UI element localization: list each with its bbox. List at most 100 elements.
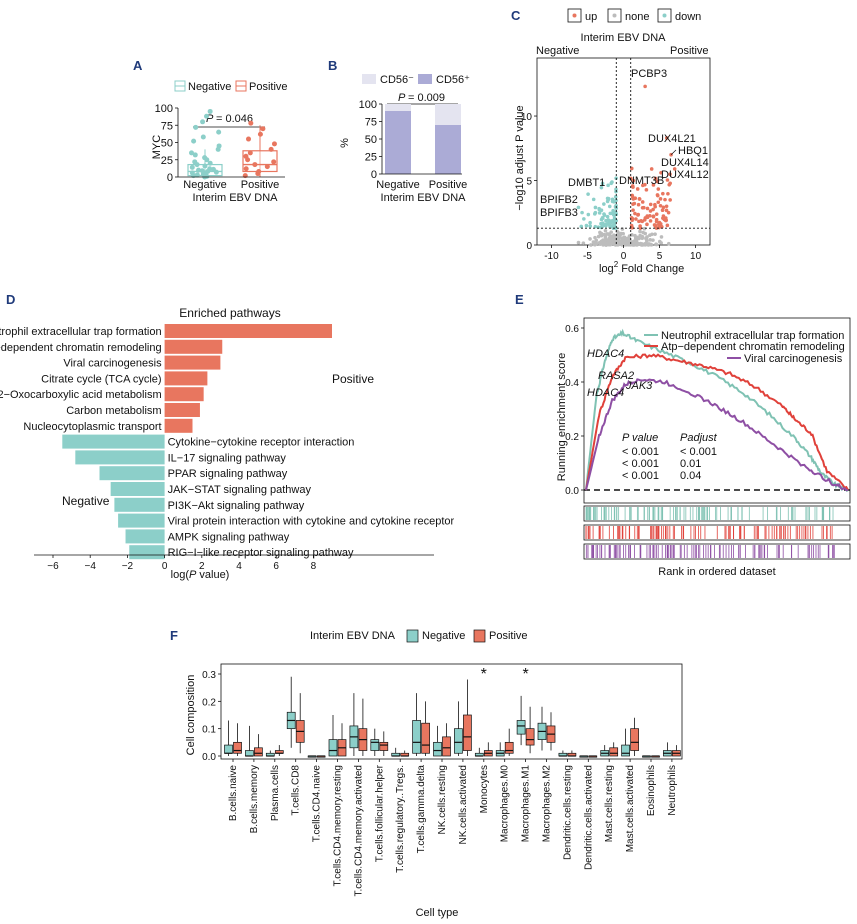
c-point-down	[604, 222, 608, 227]
c-point-down	[580, 210, 584, 215]
legend-c-up-dot	[572, 13, 577, 18]
d-bar-11	[114, 497, 165, 512]
a-point	[248, 120, 254, 126]
c-xtick-label: -5	[583, 251, 592, 262]
c-point-up	[653, 223, 658, 228]
c-point-up	[640, 219, 645, 224]
a-ytick-label: 75	[161, 120, 173, 132]
f-ytick-label: 0.3	[202, 670, 216, 681]
c-point-up	[655, 193, 660, 198]
d-bar-13	[125, 529, 165, 544]
legend-c-none: none	[625, 11, 649, 23]
a-point	[207, 108, 213, 114]
c-point-none	[603, 228, 608, 233]
d-bar-4	[164, 387, 204, 402]
f-xtick-label: T.cells.CD8	[291, 765, 302, 816]
c-point-none	[626, 238, 630, 242]
c-point-none	[581, 241, 586, 245]
b-xtick-neg: Negative	[376, 179, 419, 191]
f-box-positive	[504, 741, 514, 754]
f-xtick-label: Mast.cells.activated	[625, 765, 636, 852]
c-point-none	[604, 241, 608, 246]
panel-c: up none down Interim EBV DNA Negative Po…	[514, 8, 711, 275]
c-point-down	[606, 183, 610, 188]
c-xlabel: log2 Fold Change	[599, 260, 684, 275]
c-point-down	[584, 223, 589, 228]
c-point-none	[642, 226, 647, 231]
f-xlabel: Cell type	[416, 907, 459, 919]
a-point	[202, 163, 208, 169]
c-ytick-label: 10	[521, 112, 533, 123]
panel-label-a: A	[133, 58, 143, 73]
d-xtick-label: −6	[47, 561, 59, 572]
e-gene-rasa2: RASA2	[598, 370, 634, 382]
b-ytick-label: 0	[371, 169, 377, 181]
c-point-none	[640, 236, 645, 241]
c-point-down	[610, 180, 614, 184]
panel-label-f: F	[170, 628, 178, 643]
e-stats-r2-p: < 0.001	[622, 458, 659, 470]
c-point-down	[602, 202, 606, 206]
c-point-up	[630, 193, 635, 198]
c-point-up	[642, 205, 646, 210]
annot-dux4l12: DUX4L12	[661, 169, 709, 181]
c-point-up	[649, 167, 654, 171]
f-legend-title: Interim EBV DNA	[310, 630, 396, 642]
c-point-none	[607, 237, 611, 241]
c-point-up	[656, 187, 661, 191]
a-point	[189, 164, 195, 170]
c-point-up	[638, 224, 642, 228]
a-point	[243, 166, 249, 172]
annot-hbq1: HBQ1	[678, 145, 708, 157]
c-point-none	[617, 236, 622, 240]
f-ylabel: Cell composition	[185, 675, 197, 756]
legend-a-neg: Negative	[188, 81, 231, 93]
f-ytick-label: 0.2	[202, 697, 216, 708]
d-xlabel-pre: log(	[171, 569, 190, 581]
e-line-3	[585, 378, 849, 492]
c-ytick-label: 0	[526, 241, 532, 252]
e-legend-2: Atp−dependent chromatin remodeling	[661, 341, 845, 353]
c-point-up	[631, 185, 635, 189]
c-point-none	[591, 240, 596, 244]
d-xlabel-p: P	[189, 569, 197, 581]
e-gene-hdac4-2: HDAC4	[587, 387, 624, 399]
a-point	[196, 167, 202, 173]
d-group-positive: Positive	[332, 372, 374, 386]
c-point-down	[600, 181, 605, 186]
c-point-up	[636, 202, 641, 207]
d-bar-0	[164, 324, 332, 338]
c-ylabel: −log10 adjust P value	[514, 105, 526, 210]
c-point-none	[588, 237, 592, 241]
a-ytick-label: 100	[155, 103, 173, 115]
b-bar-cd56neg	[385, 104, 411, 111]
b-ytick-label: 75	[365, 117, 377, 129]
e-ytick-label: 0.0	[565, 486, 579, 497]
c-point-down	[591, 197, 596, 202]
e-xlabel: Rank in ordered dataset	[658, 566, 775, 578]
c-point-none	[633, 233, 637, 238]
c-point-up	[659, 225, 664, 229]
f-xtick-label: B.cells.naive	[228, 765, 239, 822]
b-xlabel: Interim EBV DNA	[381, 192, 467, 204]
c-xlabel-sup: 2	[614, 260, 619, 269]
c-point-none	[613, 237, 618, 242]
b-ylabel: %	[339, 138, 351, 148]
f-box-positive	[630, 728, 639, 751]
c-point-up	[645, 222, 649, 227]
c-point-down	[605, 199, 610, 204]
f-plot-frame	[220, 663, 683, 760]
c-point-up	[648, 202, 653, 207]
c-point-none	[657, 239, 662, 244]
c-label-negative: Negative	[536, 45, 579, 57]
c-point-down	[599, 221, 603, 226]
f-xtick-label: Dendritic.cells.activated	[583, 765, 594, 870]
c-xtick-label: 10	[690, 251, 702, 262]
c-ytick-label: 5	[526, 177, 532, 188]
c-xlabel-rest: Fold Change	[618, 263, 684, 275]
e-plot-frame	[583, 317, 851, 504]
f-xtick-label: Macrophages.M0	[500, 765, 511, 843]
a-point	[216, 143, 222, 149]
a-point	[271, 141, 277, 147]
